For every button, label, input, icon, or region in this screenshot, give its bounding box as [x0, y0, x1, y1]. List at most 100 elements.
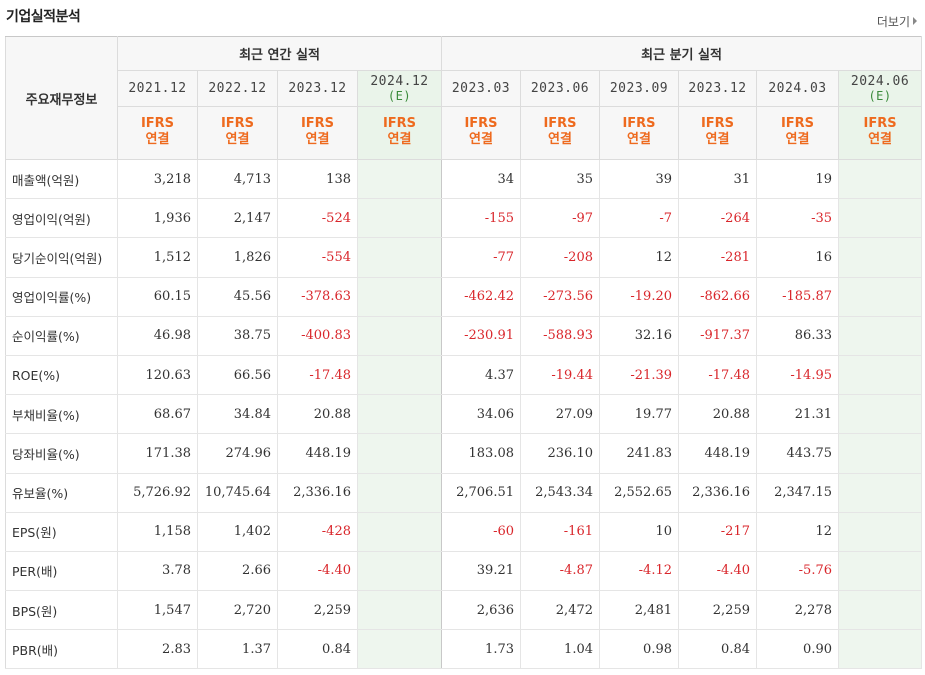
value-cell: -524	[277, 198, 358, 239]
value-cell: 68.67	[117, 394, 198, 435]
value-cell	[357, 198, 442, 239]
value-cell: -35	[756, 198, 839, 239]
value-cell: 2,472	[520, 590, 600, 631]
row-label: PBR(배)	[5, 629, 118, 670]
value-cell: 2,278	[756, 590, 839, 631]
value-cell: -14.95	[756, 355, 839, 396]
financial-summary-table: 주요재무정보 최근 연간 실적 최근 분기 실적 2021.12 2022.12 2…	[5, 36, 923, 670]
label-column-header: 주요재무정보	[5, 36, 118, 160]
basis-label: 연결	[469, 132, 493, 147]
row-label: BPS(원)	[5, 590, 118, 631]
accounting-standard: IFRS 연결	[117, 106, 198, 160]
value-cell: -217	[678, 511, 757, 552]
value-cell: -862.66	[678, 276, 757, 317]
value-cell	[357, 433, 442, 474]
value-cell: 60.15	[117, 276, 198, 317]
accounting-standard: IFRS 연결	[277, 106, 358, 160]
value-cell	[357, 237, 442, 278]
value-cell: 236.10	[520, 433, 600, 474]
value-cell: 241.83	[599, 433, 679, 474]
value-cell: 171.38	[117, 433, 198, 474]
period-date: 2024.12	[370, 73, 429, 89]
value-cell: 31	[678, 159, 757, 200]
value-cell	[357, 355, 442, 396]
value-cell: -5.76	[756, 551, 839, 592]
period-date: 2024.03	[768, 80, 827, 96]
value-cell: -917.37	[678, 316, 757, 356]
value-cell	[357, 473, 442, 513]
value-cell: -155	[441, 198, 521, 239]
value-cell: -4.40	[277, 551, 358, 592]
value-cell: 12	[756, 511, 839, 552]
value-cell: 1,936	[117, 198, 198, 239]
value-cell: 4.37	[441, 355, 521, 396]
period-date: 2023.09	[609, 80, 669, 96]
value-cell: 0.84	[678, 629, 757, 670]
value-cell	[357, 551, 442, 592]
value-cell: 38.75	[197, 316, 278, 356]
period-date: 2024.06	[850, 73, 910, 89]
row-label: 부채비율(%)	[5, 394, 118, 435]
value-cell	[838, 198, 923, 239]
standard-label: IFRS	[300, 116, 335, 131]
value-cell	[838, 394, 923, 435]
value-cell: -554	[277, 237, 358, 278]
period-date: 2022.12	[208, 80, 267, 96]
value-cell: 138	[277, 159, 358, 200]
value-cell	[357, 394, 442, 435]
value-cell	[357, 590, 442, 631]
value-cell: -281	[678, 237, 757, 278]
standard-label: IFRS	[140, 116, 175, 131]
annual-group-header: 최근 연간 실적	[117, 36, 442, 71]
standard-label: IFRS	[220, 116, 255, 131]
value-cell: 2,259	[678, 590, 757, 631]
table-row: 영업이익률(%) 60.15 45.56 -378.63 -462.42 -273.56-…	[5, 276, 923, 317]
row-label: PER(배)	[5, 551, 118, 592]
value-cell	[838, 237, 923, 278]
table-row: 당기순이익(억원) 1,512 1,826 -554 -77 -208 12 -281 16	[5, 237, 923, 278]
value-cell: -19.20	[599, 276, 679, 317]
value-cell	[357, 159, 442, 200]
accounting-standard: IFRS 연결	[756, 106, 839, 160]
value-cell: -19.44	[520, 355, 600, 396]
period-header: 2023.12	[678, 70, 757, 107]
basis-label: 연결	[387, 132, 412, 147]
estimate-marker: (E)	[868, 88, 892, 103]
value-cell: 20.88	[678, 394, 757, 435]
value-cell: 20.88	[277, 394, 358, 435]
row-label: 당기순이익(억원)	[5, 237, 118, 278]
value-cell: 274.96	[197, 433, 278, 474]
value-cell: 0.84	[277, 629, 358, 670]
more-link[interactable]: 더보기	[877, 13, 917, 30]
value-cell: 2,706.51	[441, 473, 521, 513]
value-cell: 39.21	[441, 551, 521, 592]
value-cell: 0.98	[599, 629, 679, 670]
basis-label: 연결	[868, 132, 892, 147]
value-cell: 34.06	[441, 394, 521, 435]
value-cell: 2,259	[277, 590, 358, 631]
value-cell: -60	[441, 511, 521, 552]
value-cell	[838, 433, 923, 474]
standard-label: IFRS	[780, 116, 815, 131]
value-cell: 2,481	[599, 590, 679, 631]
row-label: 영업이익(억원)	[5, 198, 118, 239]
value-cell: -428	[277, 511, 358, 552]
value-cell: 35	[520, 159, 600, 200]
value-cell: 2,336.16	[277, 473, 358, 513]
chevron-right-icon	[913, 17, 917, 25]
value-cell: -230.91	[441, 316, 521, 356]
value-cell: 1,402	[197, 511, 278, 552]
more-label: 더보기	[876, 15, 910, 29]
table-row: 영업이익(억원) 1,936 2,147 -524 -155 -97 -7 -264 -35	[5, 198, 923, 239]
period-header: 2022.12	[197, 70, 278, 107]
row-label: 매출액(억원)	[5, 159, 118, 200]
basis-label: 연결	[627, 132, 651, 147]
value-cell: -4.87	[520, 551, 600, 592]
table-row: PER(배) 3.78 2.66 -4.40 39.21 -4.87 -4.12 -4.40-…	[5, 551, 923, 592]
value-cell: -21.39	[599, 355, 679, 396]
value-cell: 2,636	[441, 590, 521, 631]
table-row: 매출액(억원) 3,218 4,713 138 34 35 39 31 19	[5, 159, 923, 200]
row-label: 영업이익률(%)	[5, 276, 118, 317]
value-cell: 1.73	[441, 629, 521, 670]
value-cell: 34.84	[197, 394, 278, 435]
